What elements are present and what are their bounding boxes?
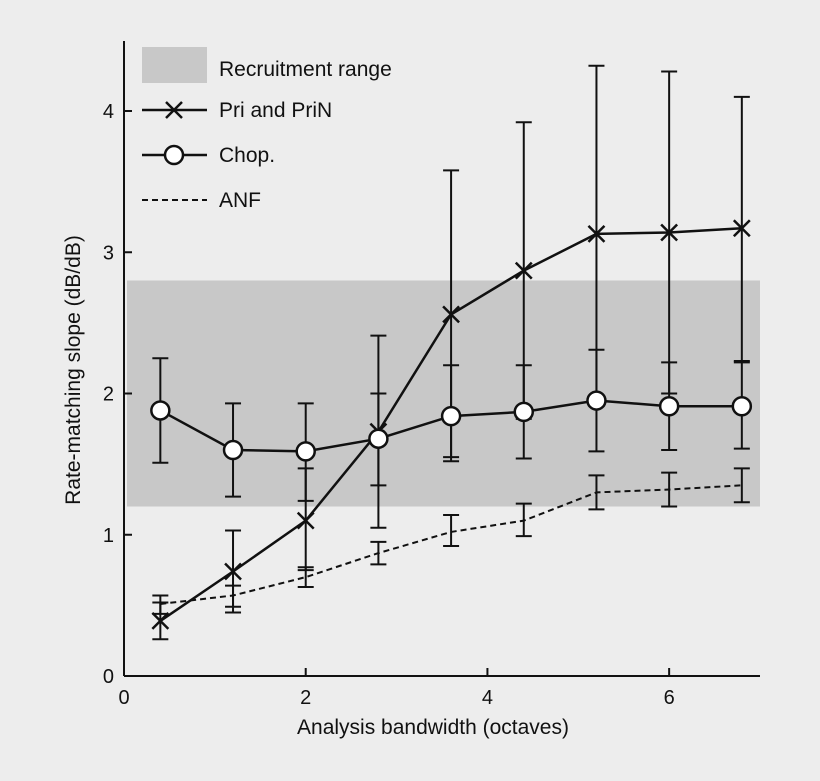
data-point-circle-marker [368, 428, 389, 449]
x-marker-stroke [442, 305, 460, 324]
legend-label-anf: ANF [219, 189, 261, 212]
legend-label-chop: Chop. [219, 144, 275, 167]
series-chop [150, 348, 753, 502]
x-marker-stroke [514, 261, 533, 280]
data-point-x-marker [224, 562, 242, 581]
y-tick-label: 2 [103, 384, 114, 406]
legend-circle-marker [163, 144, 185, 166]
data-point-x-marker [151, 612, 170, 630]
data-point-x-marker [514, 261, 533, 280]
data-point-circle-marker [513, 401, 535, 423]
legend-label-pri-and-prin: Pri and PriN [219, 99, 332, 122]
data-point-circle-marker [658, 395, 680, 417]
legend-swatch-recruitment-range [142, 47, 207, 83]
x-marker-stroke [151, 612, 170, 630]
data-point-x-marker [442, 305, 460, 324]
data-point-x-marker [296, 511, 315, 530]
y-tick-label: 4 [103, 101, 114, 123]
data-point-x-marker [732, 219, 751, 238]
x-tick-label: 0 [118, 687, 129, 709]
y-tick-label: 1 [103, 525, 114, 547]
x-tick-label: 2 [300, 687, 311, 709]
x-tick-label: 4 [482, 687, 493, 709]
x-axis-label: Analysis bandwidth (octaves) [297, 716, 569, 739]
data-point-circle-marker [731, 395, 753, 417]
axes: 0 2 4 6 0 1 2 3 4 [103, 41, 760, 709]
y-axis-label: Rate-matching slope (dB/dB) [62, 235, 85, 505]
x-marker-stroke [587, 225, 606, 243]
data-point-circle-marker [440, 405, 462, 427]
x-marker-stroke [660, 223, 679, 242]
legend-label-recruitment-range: Recruitment range [219, 58, 392, 81]
y-tick-label: 3 [103, 242, 114, 264]
data-point-x-marker [660, 223, 679, 242]
data-point-circle-marker [295, 441, 316, 462]
x-marker-stroke [296, 511, 315, 530]
series-layer [150, 64, 753, 641]
data-point-circle-marker [586, 390, 607, 411]
data-point-x-marker [587, 225, 606, 243]
x-tick-label: 6 [664, 687, 675, 709]
legend-x-marker [165, 101, 183, 119]
x-marker-stroke [224, 562, 242, 581]
data-point-circle-marker [150, 400, 171, 421]
legend: Recruitment range Pri and PriN Chop. ANF [142, 47, 392, 212]
x-marker-stroke [732, 219, 751, 238]
data-point-circle-marker [222, 439, 244, 461]
y-tick-label: 0 [103, 666, 114, 688]
series-line [160, 484, 742, 605]
